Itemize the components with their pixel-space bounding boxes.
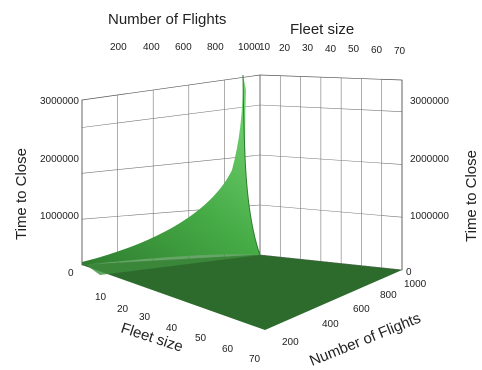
surface-peak-edge	[242, 74, 261, 256]
z-ticks-left: 3000000 2000000 1000000 0	[40, 96, 79, 279]
surface-floor-highlight	[82, 248, 260, 275]
top-fleet-tick-70: 70	[394, 46, 406, 57]
top-flights-tick-800: 800	[207, 42, 224, 53]
top-fleet-tick-20: 20	[279, 43, 291, 54]
z-tick-right-1000000: 1000000	[410, 211, 449, 222]
top-fleet-tick-50: 50	[348, 44, 360, 55]
surface-peak	[82, 75, 260, 265]
front-flights-tick-800: 800	[380, 290, 397, 301]
top-fleet-tick-40: 40	[325, 44, 337, 55]
front-flights-tick-600: 600	[353, 304, 370, 315]
surface-floor	[82, 255, 402, 330]
top-flights-tick-600: 600	[175, 42, 192, 53]
grid-z-right-1000000	[259, 204, 403, 218]
z-tick-right-2000000: 2000000	[410, 154, 449, 165]
z-tick-left-2000000: 2000000	[40, 154, 79, 165]
z-title-right: Time to Close	[463, 150, 480, 242]
z-tick-left-1000000: 1000000	[40, 211, 79, 222]
front-fleet-tick-70: 70	[249, 354, 261, 365]
z-tick-right-0: 0	[406, 267, 412, 278]
back-wall-right	[259, 74, 403, 271]
grid-z-right-2000000	[259, 154, 403, 165]
z-tick-right-3000000: 3000000	[410, 96, 449, 107]
front-fleet-tick-50: 50	[195, 333, 207, 344]
top-flights-title: Number of Flights	[108, 11, 226, 28]
top-fleet-title: Fleet size	[290, 21, 354, 38]
grid-z-right-3000000	[259, 104, 403, 112]
grid-z-left-2000000	[81, 154, 261, 174]
top-fleet-tick-30: 30	[302, 43, 314, 54]
front-flights-ticks: 200 400 600 800 1000	[282, 279, 427, 348]
front-fleet-ticks: 10 20 30 40 50 60 70	[95, 292, 261, 365]
z-tick-left-0: 0	[68, 268, 74, 279]
z-title-left: Time to Close	[13, 148, 30, 240]
top-flights-tick-400: 400	[143, 42, 160, 53]
front-fleet-tick-20: 20	[117, 304, 129, 315]
front-fleet-tick-30: 30	[139, 312, 151, 323]
top-fleet-tick-10: 10	[259, 42, 271, 53]
front-flights-tick-400: 400	[322, 319, 339, 330]
top-flights-ticks: 200 400 600 800 1000	[110, 42, 261, 53]
top-flights-tick-1000: 1000	[238, 42, 261, 53]
z-tick-left-3000000: 3000000	[40, 96, 79, 107]
front-flights-tick-1000: 1000	[404, 279, 427, 290]
top-fleet-tick-60: 60	[371, 45, 383, 56]
front-fleet-tick-10: 10	[95, 292, 107, 303]
top-flights-tick-200: 200	[110, 42, 127, 53]
front-fleet-tick-60: 60	[222, 344, 234, 355]
grid-z-left-3000000	[81, 104, 261, 128]
front-fleet-tick-40: 40	[166, 323, 178, 334]
top-fleet-ticks: 10 20 30 40 50 60 70	[259, 42, 406, 57]
front-flights-tick-200: 200	[282, 337, 299, 348]
z-ticks-right: 3000000 2000000 1000000 0	[406, 96, 449, 278]
